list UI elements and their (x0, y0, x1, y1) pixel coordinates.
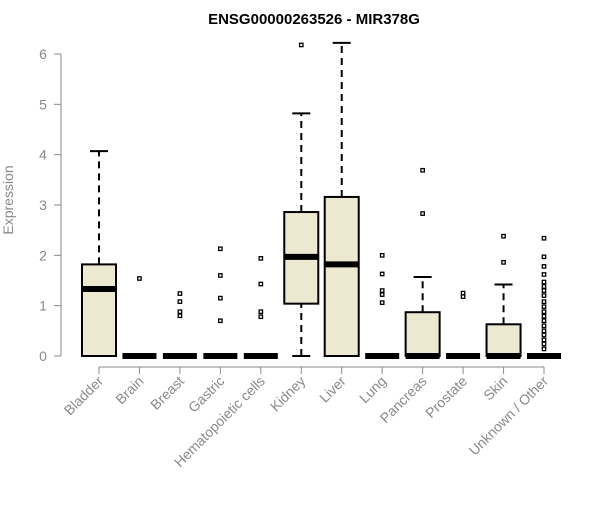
x-tick-label: Liver (316, 373, 349, 406)
outlier-point (379, 292, 385, 297)
outlier-point (541, 309, 547, 315)
outlier-point (541, 313, 547, 319)
y-axis-label: Expression (0, 165, 16, 234)
outlier-point (420, 211, 425, 216)
box-group (243, 256, 278, 359)
x-tick-label: Prostate (422, 373, 470, 421)
x-tick-label: Lung (356, 373, 389, 406)
outlier-point (258, 256, 264, 261)
outlier-point (379, 252, 385, 258)
box-group (404, 167, 441, 359)
box-rect (81, 263, 117, 358)
outlier-point (541, 279, 547, 285)
outlier-point (258, 314, 264, 320)
outlier-point (420, 167, 425, 173)
outlier-point (460, 294, 466, 299)
box-rect (404, 311, 441, 357)
y-tick-label: 6 (39, 46, 47, 62)
y-tick-label: 2 (39, 247, 47, 263)
outlier-point (541, 346, 547, 352)
y-tick-label: 4 (39, 147, 47, 163)
outlier-point (541, 288, 547, 293)
outlier-point (541, 235, 547, 241)
x-tick-label: Brain (112, 373, 146, 407)
box-group (365, 252, 400, 359)
outlier-point (177, 299, 183, 304)
outlier-point (218, 295, 223, 301)
box-group (485, 233, 522, 359)
y-tick-label: 0 (39, 348, 47, 364)
outlier-point (541, 332, 547, 338)
outlier-point (541, 264, 547, 269)
outlier-point (177, 291, 183, 296)
y-tick-label: 5 (39, 96, 47, 112)
box-group (81, 150, 117, 358)
boxes (81, 41, 561, 359)
box-rect (485, 323, 522, 358)
outlier-point (218, 273, 223, 278)
outlier-point (379, 271, 385, 277)
outlier-point (541, 318, 547, 324)
outlier-point (258, 281, 264, 287)
outlier-point (177, 313, 183, 319)
box-group (323, 41, 360, 357)
x-tick-label: Breast (147, 373, 187, 413)
box-group (283, 42, 320, 357)
outlier-point (298, 42, 304, 48)
outlier-point (501, 233, 506, 239)
outlier-point (541, 299, 547, 304)
chart-title: ENSG00000263526 - MIR378G (208, 11, 420, 28)
outlier-point (379, 288, 385, 293)
outlier-point (541, 341, 547, 347)
y-tick-label: 1 (39, 298, 47, 314)
box-group (446, 290, 481, 359)
outlier-point (218, 318, 223, 324)
box-rect (323, 195, 360, 357)
outlier-point (541, 328, 547, 334)
outlier-point (541, 254, 547, 260)
outlier-point (218, 246, 223, 252)
y-tick-label: 3 (39, 197, 47, 213)
x-tick-label: Bladder (61, 373, 107, 419)
outlier-point (379, 300, 385, 305)
box-group (527, 235, 561, 359)
outlier-point (541, 337, 547, 343)
box-group (122, 276, 157, 359)
x-tick-label: Kidney (267, 373, 309, 415)
box-group (203, 246, 238, 359)
outlier-point (541, 323, 547, 329)
outlier-point (541, 293, 547, 298)
box-group (162, 291, 197, 359)
outlier-point (177, 309, 183, 315)
outlier-point (501, 260, 506, 265)
outlier-point (541, 272, 547, 277)
x-tick-label: Skin (480, 373, 511, 404)
outlier-point (137, 276, 142, 281)
y-axis: 0 1 2 3 4 5 6 (39, 46, 62, 364)
outlier-point (541, 304, 547, 310)
outlier-point (258, 309, 264, 315)
outlier-point (541, 284, 547, 289)
